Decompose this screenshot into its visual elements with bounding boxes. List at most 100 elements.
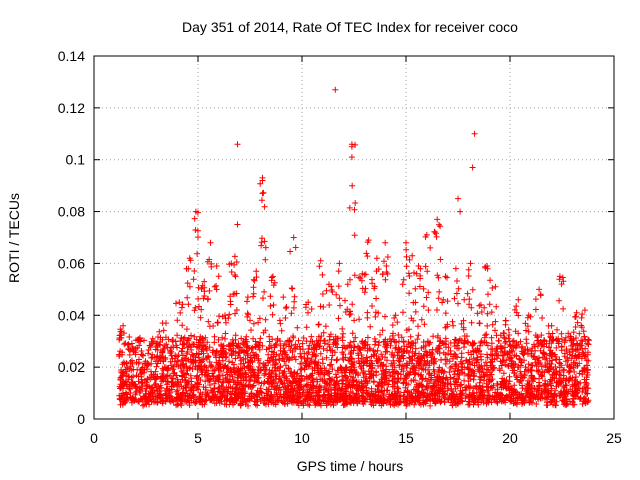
data-point: [147, 344, 154, 351]
data-point: [450, 355, 456, 362]
data-point: [536, 286, 543, 293]
data-point: [409, 348, 416, 355]
data-point: [371, 341, 378, 348]
data-point: [183, 350, 190, 357]
data-point: [539, 315, 546, 321]
data-point: [366, 375, 373, 382]
data-point: [418, 345, 425, 351]
data-point: [511, 382, 518, 389]
data-point: [294, 375, 300, 382]
data-point: [359, 398, 366, 405]
data-point: [335, 268, 342, 275]
data-point: [243, 338, 250, 345]
data-point: [297, 378, 304, 385]
data-point: [173, 402, 180, 409]
data-point: [487, 351, 494, 358]
data-point: [571, 390, 578, 397]
data-point: [340, 356, 347, 363]
data-point: [265, 388, 272, 395]
data-point: [242, 389, 249, 395]
data-point: [247, 354, 254, 361]
data-point: [497, 348, 504, 355]
data-point: [579, 401, 586, 407]
data-point: [370, 378, 377, 385]
data-point: [410, 366, 417, 373]
data-point: [163, 396, 170, 402]
data-point: [513, 373, 520, 380]
data-point: [425, 307, 432, 314]
data-point: [400, 348, 407, 355]
data-point: [413, 383, 420, 390]
data-point: [378, 351, 385, 358]
data-point: [399, 352, 406, 359]
data-point: [415, 263, 422, 269]
data-point: [301, 383, 307, 390]
data-point: [548, 322, 555, 329]
data-point: [434, 216, 441, 223]
data-point: [260, 295, 266, 302]
data-point: [262, 327, 269, 334]
data-point: [369, 372, 376, 379]
data-point: [447, 399, 454, 406]
data-point: [298, 384, 305, 391]
data-point: [553, 344, 560, 351]
data-point: [416, 283, 423, 290]
data-point: [411, 371, 418, 378]
data-point: [347, 399, 354, 406]
data-point: [292, 244, 299, 251]
data-point: [583, 376, 590, 383]
data-point: [373, 397, 379, 404]
data-point: [573, 362, 579, 369]
data-point: [544, 367, 551, 374]
data-point: [139, 397, 146, 404]
data-point: [265, 375, 272, 382]
data-point: [442, 380, 449, 386]
data-point: [306, 402, 313, 409]
data-point: [308, 385, 315, 392]
data-point: [451, 371, 458, 378]
data-point: [282, 305, 289, 312]
data-point: [478, 363, 485, 370]
data-point: [395, 344, 402, 351]
data-point: [130, 373, 136, 380]
data-point: [232, 379, 239, 386]
data-point: [199, 282, 206, 289]
data-point: [435, 344, 442, 350]
data-point: [412, 370, 419, 377]
data-point: [278, 394, 285, 401]
data-point: [400, 339, 407, 346]
data-point: [195, 284, 202, 291]
data-point: [267, 303, 274, 309]
data-point: [271, 279, 278, 286]
data-point: [316, 387, 323, 393]
data-point: [160, 357, 167, 364]
data-point: [492, 327, 498, 334]
data-point: [183, 355, 189, 362]
data-point: [179, 345, 186, 352]
data-point: [380, 367, 386, 374]
data-point: [563, 388, 570, 395]
data-point: [373, 255, 380, 262]
data-point: [364, 380, 371, 387]
data-point: [537, 292, 544, 299]
data-point: [303, 324, 310, 331]
data-point: [139, 368, 146, 375]
data-point: [129, 344, 136, 350]
data-point: [206, 287, 213, 294]
data-point: [535, 359, 541, 366]
data-point: [329, 366, 336, 373]
data-point: [433, 233, 440, 240]
data-point: [503, 383, 510, 390]
data-point: [175, 391, 182, 398]
data-point: [575, 346, 581, 353]
data-point: [276, 356, 283, 362]
data-point: [363, 354, 370, 361]
data-point: [349, 182, 356, 189]
data-point: [244, 352, 251, 359]
data-point: [405, 395, 411, 402]
data-point: [476, 320, 483, 327]
data-point: [319, 376, 326, 383]
data-point: [454, 278, 460, 284]
data-point: [289, 349, 296, 355]
data-point: [505, 363, 512, 370]
